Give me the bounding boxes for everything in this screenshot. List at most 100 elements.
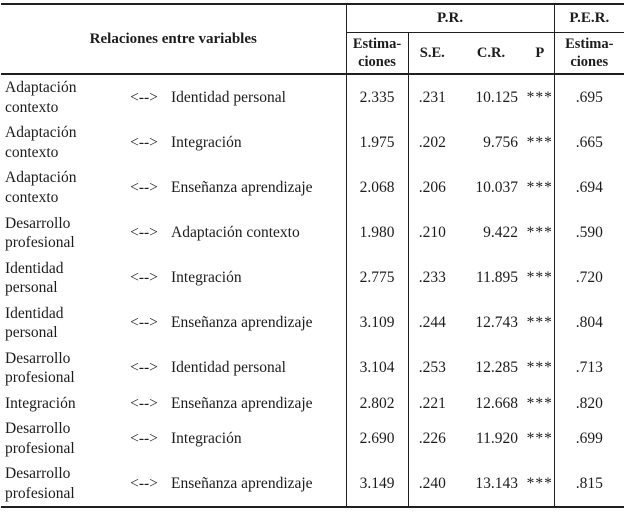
- cell-se: .226: [418, 429, 446, 447]
- cell-variable-1: Desarrollo profesional: [5, 214, 75, 252]
- cell-estimate: 2.068: [345, 165, 409, 211]
- cell-variable-1: Adaptación contexto: [5, 169, 77, 206]
- cr-header: C.R.: [456, 32, 527, 76]
- cell-variable-1: Desarrollo profesional: [5, 349, 75, 387]
- bidirectional-arrow: <-->: [130, 394, 158, 412]
- bidirectional-arrow: <-->: [130, 89, 158, 107]
- relations-header: Relaciones entre variables: [1, 4, 347, 76]
- per-estimaciones-header: Estima- ciones: [553, 32, 625, 76]
- covariance-estimates-table: Relaciones entre variables P.R. P.E.R. E…: [1, 3, 625, 509]
- bidirectional-arrow: <-->: [130, 359, 158, 377]
- cell-variable-1: Identidad personal: [5, 304, 64, 342]
- table-row: Desarrollo profesional <--> Identidad pe…: [1, 345, 625, 391]
- bidirectional-arrow: <-->: [130, 134, 158, 152]
- cell-variable-2: Adaptación contexto: [171, 224, 300, 242]
- cell-p: ***: [526, 269, 553, 287]
- table-row: Adaptación contexto <--> Identidad perso…: [1, 74, 625, 121]
- cell-estimate: 1.975: [345, 120, 409, 166]
- cell-estimate: 3.109: [345, 300, 409, 346]
- cell-cr: 10.037: [475, 179, 519, 197]
- bidirectional-arrow: <-->: [130, 429, 158, 447]
- cell-per-estimate: .804: [553, 300, 625, 346]
- cell-variable-1: Desarrollo profesional: [5, 465, 75, 502]
- cell-se: .240: [418, 474, 446, 492]
- cell-cr: 11.895: [475, 269, 519, 287]
- cell-variable-2: Integración: [171, 269, 242, 287]
- cell-se: .221: [418, 394, 446, 412]
- cell-p: ***: [526, 224, 553, 242]
- cell-variable-2: Integración: [171, 134, 242, 152]
- cell-cr: 10.125: [475, 89, 519, 107]
- cell-p: ***: [526, 394, 553, 412]
- cell-p: ***: [526, 89, 553, 107]
- cell-cr: 9.422: [483, 224, 519, 242]
- cell-per-estimate: .699: [553, 416, 625, 462]
- cell-per-estimate: .694: [553, 165, 625, 211]
- bidirectional-arrow: <-->: [130, 179, 158, 197]
- cell-p: ***: [526, 429, 553, 447]
- cell-se: .244: [418, 314, 446, 332]
- cell-per-estimate: .713: [553, 345, 625, 391]
- cell-cr: 12.743: [475, 314, 519, 332]
- table-row: Integración <--> Enseñanza aprendizaje 2…: [1, 390, 625, 417]
- cell-p: ***: [526, 179, 553, 197]
- cell-cr: 12.285: [475, 359, 519, 377]
- cell-se: .233: [418, 269, 446, 287]
- cell-variable-1: Adaptación contexto: [5, 124, 77, 161]
- cell-estimate: 2.335: [345, 74, 409, 121]
- cell-variable-1: Identidad personal: [5, 259, 64, 297]
- bidirectional-arrow: <-->: [130, 269, 158, 287]
- cell-se: .206: [418, 179, 446, 197]
- p-header: P: [526, 32, 555, 76]
- cell-estimate: 3.104: [345, 345, 409, 391]
- cell-se: .253: [418, 359, 446, 377]
- se-header: S.E.: [408, 32, 457, 76]
- cell-variable-2: Integración: [171, 429, 242, 447]
- cell-variable-2: Enseñanza aprendizaje: [171, 394, 313, 412]
- table-row: Adaptación contexto <--> Integración 1.9…: [1, 120, 625, 166]
- bidirectional-arrow: <-->: [130, 224, 158, 242]
- cell-per-estimate: .695: [553, 74, 625, 121]
- cell-per-estimate: .815: [553, 461, 625, 508]
- table-row: Identidad personal <--> Integración 2.77…: [1, 255, 625, 301]
- cell-cr: 9.756: [483, 134, 519, 152]
- bidirectional-arrow: <-->: [130, 474, 158, 492]
- cell-se: .210: [418, 224, 446, 242]
- table-row: Desarrollo profesional <--> Adaptación c…: [1, 210, 625, 256]
- pr-group-header: P.R.: [345, 4, 555, 33]
- cell-variable-2: Enseñanza aprendizaje: [171, 314, 313, 332]
- cell-variable-2: Enseñanza aprendizaje: [171, 179, 313, 197]
- cell-cr: 11.920: [475, 429, 519, 447]
- cell-variable-2: Identidad personal: [171, 89, 286, 107]
- table-row: Adaptación contexto <--> Enseñanza apren…: [1, 165, 625, 211]
- header-row-groups: Relaciones entre variables P.R. P.E.R.: [1, 4, 625, 76]
- cell-estimate: 3.149: [345, 461, 409, 508]
- cell-p: ***: [526, 314, 553, 332]
- pr-estimaciones-header: Estima- ciones: [345, 32, 409, 76]
- cell-p: ***: [526, 134, 553, 152]
- cell-variable-2: Enseñanza aprendizaje: [171, 474, 313, 492]
- per-group-header: P.E.R.: [553, 4, 625, 33]
- cell-cr: 13.143: [475, 474, 519, 492]
- cell-per-estimate: .590: [553, 210, 625, 256]
- cell-estimate: 2.802: [345, 390, 409, 417]
- cell-se: .231: [418, 89, 446, 107]
- cell-variable-2: Identidad personal: [171, 359, 286, 377]
- cell-per-estimate: .720: [553, 255, 625, 301]
- cell-variable-1: Desarrollo profesional: [5, 420, 75, 457]
- cell-p: ***: [526, 474, 553, 492]
- cell-variable-1: Integración: [5, 394, 76, 412]
- header-row-columns: Estima- ciones S.E. C.R. P Estima- cione…: [1, 32, 625, 76]
- table-row: Desarrollo profesional <--> Enseñanza ap…: [1, 461, 625, 508]
- cell-p: ***: [526, 359, 553, 377]
- cell-variable-1: Adaptación contexto: [5, 79, 77, 116]
- cell-estimate: 1.980: [345, 210, 409, 256]
- table-row: Identidad personal <--> Enseñanza aprend…: [1, 300, 625, 346]
- cell-estimate: 2.690: [345, 416, 409, 462]
- table-row: Desarrollo profesional <--> Integración …: [1, 416, 625, 462]
- cell-se: .202: [418, 134, 446, 152]
- cell-per-estimate: .820: [553, 390, 625, 417]
- bidirectional-arrow: <-->: [130, 314, 158, 332]
- cell-estimate: 2.775: [345, 255, 409, 301]
- cell-cr: 12.668: [475, 394, 519, 412]
